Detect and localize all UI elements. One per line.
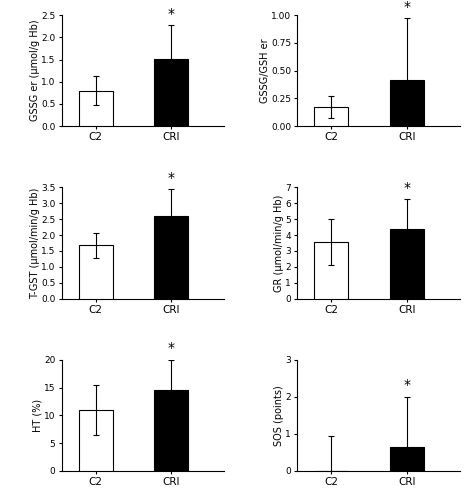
Bar (79, 245, 113, 299)
Bar (390, 80, 424, 126)
Bar (314, 107, 348, 126)
Y-axis label: T-GST (μmol/min/g Hb): T-GST (μmol/min/g Hb) (29, 187, 40, 299)
Y-axis label: HT (%): HT (%) (33, 399, 43, 432)
Bar (154, 216, 188, 299)
Bar (79, 91, 113, 126)
Text: *: * (168, 341, 175, 355)
Bar (79, 410, 113, 471)
Text: *: * (403, 181, 410, 195)
Y-axis label: GSSG er (μmol/g Hb): GSSG er (μmol/g Hb) (29, 20, 40, 121)
Bar (154, 59, 188, 126)
Bar (390, 447, 424, 471)
Bar (154, 390, 188, 471)
Text: *: * (168, 7, 175, 21)
Text: *: * (403, 378, 410, 392)
Bar (390, 228, 424, 299)
Text: *: * (403, 0, 410, 14)
Y-axis label: GSSG/GSH er: GSSG/GSH er (259, 38, 270, 103)
Y-axis label: GR (μmol/min/g Hb): GR (μmol/min/g Hb) (274, 194, 284, 292)
Text: *: * (168, 170, 175, 184)
Y-axis label: SOS (points): SOS (points) (274, 385, 284, 446)
Bar (314, 242, 348, 299)
